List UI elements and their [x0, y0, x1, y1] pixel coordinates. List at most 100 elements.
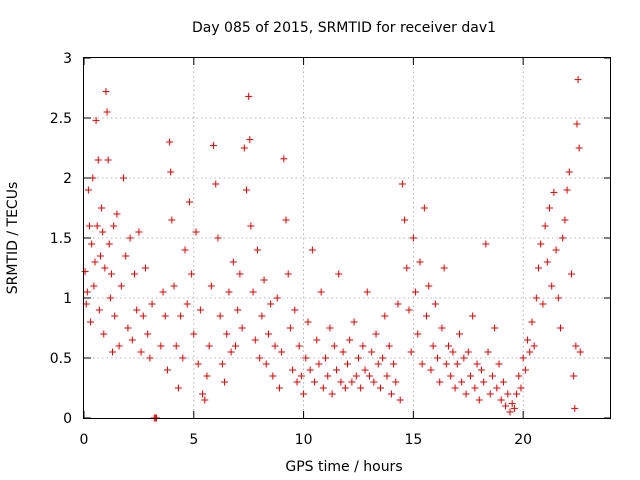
data-point [190, 330, 198, 338]
y-tick-label: 1 [63, 291, 72, 307]
data-point [530, 342, 538, 350]
data-point [517, 384, 525, 392]
data-point [425, 282, 433, 290]
data-point [528, 318, 536, 326]
data-point [106, 294, 114, 302]
data-point [137, 348, 145, 356]
data-point [357, 384, 365, 392]
data-point [392, 378, 400, 386]
data-point [440, 264, 448, 272]
data-point [157, 342, 165, 350]
data-point [532, 294, 540, 302]
data-point [510, 404, 518, 412]
data-point [376, 384, 384, 392]
data-point [363, 288, 371, 296]
data-point [330, 342, 338, 350]
data-point [563, 186, 571, 194]
data-point [110, 222, 118, 230]
y-axis-label: SRMTID / TECUs [5, 182, 21, 295]
data-point [83, 288, 91, 296]
data-point [324, 372, 332, 380]
data-point [352, 372, 360, 380]
data-point [346, 336, 354, 344]
data-point [543, 258, 551, 266]
data-point [521, 366, 529, 374]
data-point [455, 330, 463, 338]
x-tick-label: 10 [295, 432, 313, 448]
data-point [291, 306, 299, 314]
data-point [104, 156, 112, 164]
data-point [379, 354, 387, 362]
data-point [246, 136, 254, 144]
data-point [412, 288, 420, 296]
data-point [552, 246, 560, 254]
data-point [471, 384, 479, 392]
y-tick-label: 1.5 [50, 231, 72, 247]
data-point [561, 216, 569, 224]
data-point [273, 294, 281, 302]
data-point [300, 390, 308, 398]
data-point [431, 300, 439, 308]
data-point [172, 342, 180, 350]
data-point [87, 318, 95, 326]
data-point [405, 306, 413, 314]
data-point [144, 330, 152, 338]
data-point [409, 234, 417, 242]
data-point [264, 330, 272, 338]
data-point [359, 342, 367, 350]
data-point [111, 312, 119, 320]
data-point [567, 270, 575, 278]
data-point [199, 390, 207, 398]
x-tick-label: 15 [404, 432, 422, 448]
data-point [109, 348, 117, 356]
data-point [278, 348, 286, 356]
data-point [234, 306, 242, 314]
data-point [126, 234, 134, 242]
data-point [179, 354, 187, 362]
data-point [469, 312, 477, 320]
data-point [131, 270, 139, 278]
data-point [420, 204, 428, 212]
data-point [576, 348, 584, 356]
data-point [322, 354, 330, 362]
data-point [218, 360, 226, 368]
data-point [499, 378, 507, 386]
data-point [504, 390, 512, 398]
data-point [293, 378, 301, 386]
data-point [100, 330, 108, 338]
data-point [526, 348, 534, 356]
data-point [102, 88, 110, 96]
x-tick-label: 20 [514, 432, 532, 448]
data-point [227, 348, 235, 356]
data-point [401, 216, 409, 224]
data-point [221, 378, 229, 386]
data-point [117, 282, 125, 290]
data-points [81, 76, 584, 422]
data-point [445, 342, 453, 350]
data-point [159, 288, 167, 296]
data-point [341, 384, 349, 392]
data-point [396, 396, 404, 404]
data-point [139, 312, 147, 320]
axis-ticks [83, 57, 611, 419]
data-point [403, 264, 411, 272]
data-point [570, 372, 578, 380]
data-point [556, 324, 564, 332]
data-point [124, 324, 132, 332]
data-point [304, 318, 312, 326]
data-point [374, 360, 382, 368]
data-point [242, 186, 250, 194]
data-point [262, 360, 270, 368]
data-point [387, 390, 395, 398]
data-point [482, 240, 490, 248]
data-point [354, 354, 362, 362]
data-point [475, 396, 483, 404]
chart-title: Day 085 of 2015, SRMTID for receiver dav… [192, 20, 496, 36]
data-point [571, 404, 579, 412]
data-point [519, 354, 527, 362]
data-point [141, 264, 149, 272]
data-point [464, 348, 472, 356]
data-point [225, 288, 233, 296]
data-point [120, 174, 128, 182]
